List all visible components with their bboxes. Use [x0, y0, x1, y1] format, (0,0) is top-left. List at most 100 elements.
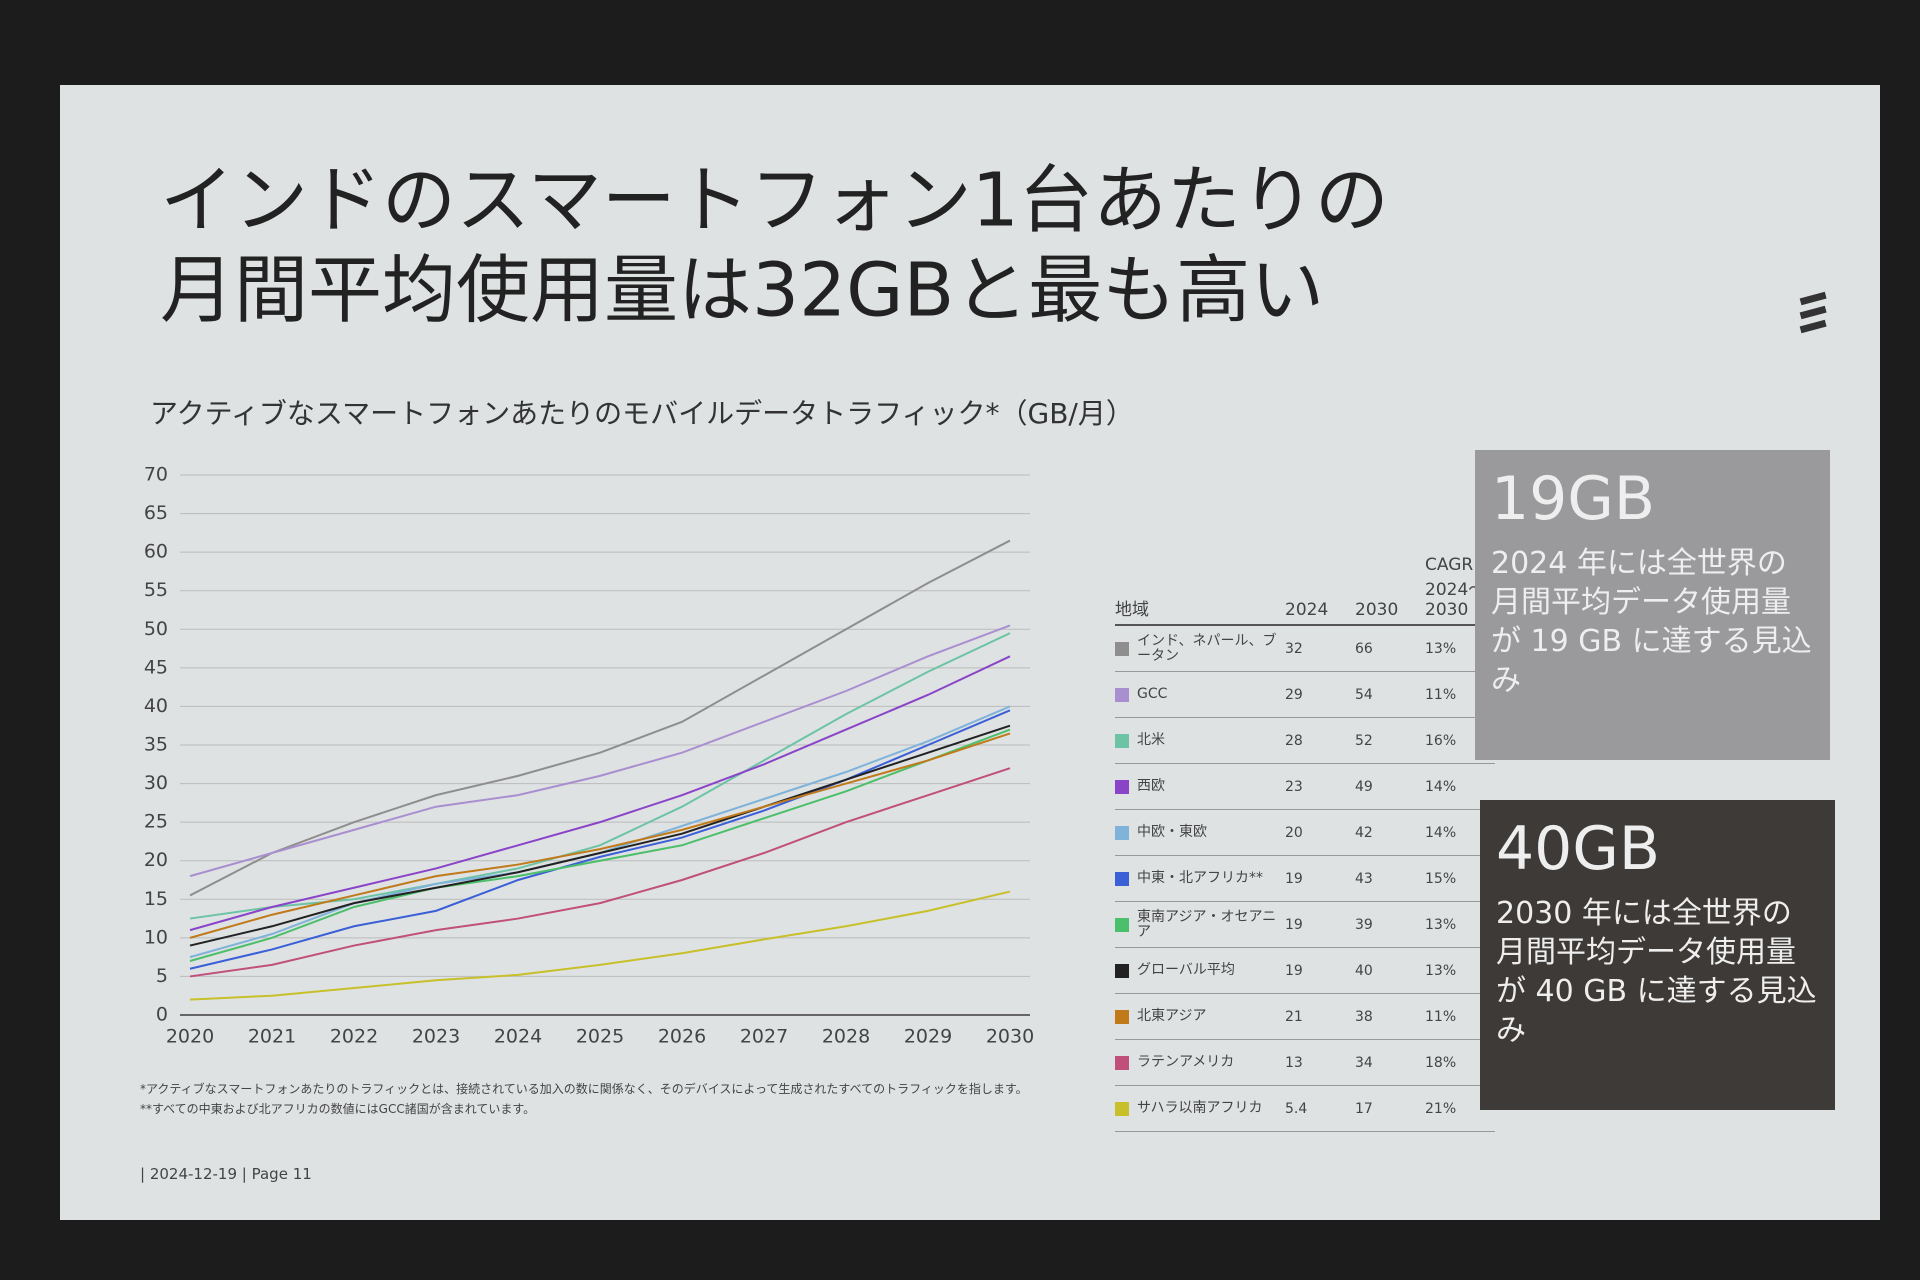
- table-cell: 20: [1285, 824, 1303, 841]
- legend-label: 北東アジア: [1137, 1008, 1207, 1025]
- x-tick-label: 2027: [740, 1026, 788, 1048]
- legend-table: 地域 2024 2030 CAGR 2024〜 2030 インド、ネパール、ブータン 32 66…: [1115, 555, 1495, 1132]
- table-row: 北米 28 52 16%: [1115, 718, 1495, 764]
- table-cell: 39: [1355, 916, 1373, 933]
- y-tick-label: 35: [144, 734, 168, 756]
- legend-swatch: [1115, 917, 1129, 932]
- x-tick-label: 2026: [658, 1026, 706, 1048]
- y-tick-label: 50: [144, 618, 168, 640]
- date: 2024-12-19: [149, 1165, 238, 1183]
- table-cell: 19: [1285, 916, 1303, 933]
- x-tick-label: 2020: [166, 1026, 214, 1048]
- table-cell: 52: [1355, 732, 1373, 749]
- series-line: [189, 709, 1011, 970]
- table-row: サハラ以南アフリカ 5.4 17 21%: [1115, 1086, 1495, 1132]
- legend-entry: 西欧: [1115, 779, 1285, 794]
- y-tick-label: 40: [144, 695, 168, 717]
- y-tick-label: 5: [156, 965, 168, 987]
- table-row: ラテンアメリカ 13 34 18%: [1115, 1040, 1495, 1086]
- legend-label: インド、ネパール、ブータン: [1137, 632, 1277, 664]
- legend-swatch: [1115, 1009, 1129, 1024]
- x-tick-label: 2021: [248, 1026, 296, 1048]
- series-line: [189, 890, 1011, 1001]
- y-tick-label: 25: [144, 811, 168, 833]
- x-tick-label: 2030: [986, 1026, 1034, 1048]
- chart-title: アクティブなスマートフォンあたりのモバイルデータトラフィック*（GB/月）: [150, 397, 1134, 430]
- legend-entry: 東南アジア・オセアニア: [1115, 908, 1285, 940]
- table-cell: 14%: [1425, 824, 1457, 841]
- footnote: **すべての中東および北アフリカの数値にはGCC諸国が含まれています。: [140, 1102, 536, 1116]
- header-cell: 2030: [1355, 600, 1399, 620]
- callout: 19GB 2024 年には全世界の月間平均データ使用量が 19 GB に達する見…: [1475, 450, 1830, 760]
- legend-swatch: [1115, 871, 1129, 886]
- legend-entry: サハラ以南アフリカ: [1115, 1101, 1285, 1116]
- table-cell: 13%: [1425, 962, 1457, 979]
- table-cell: 13%: [1425, 640, 1457, 657]
- legend-label: グローバル平均: [1137, 962, 1235, 979]
- x-tick-label: 2025: [576, 1026, 624, 1048]
- table-cell: 17: [1355, 1100, 1373, 1117]
- legend-entry: 北東アジア: [1115, 1009, 1285, 1024]
- table-header: 地域 2024 2030 CAGR 2024〜 2030: [1115, 555, 1495, 626]
- slide-title: インドのスマートフォン1台あたりの: [160, 158, 1389, 244]
- legend-entry: グローバル平均: [1115, 963, 1285, 978]
- legend-label: 東南アジア・オセアニア: [1137, 908, 1277, 940]
- table-cell: 29: [1285, 686, 1303, 703]
- table-cell: 13%: [1425, 916, 1457, 933]
- table-cell: 16%: [1425, 732, 1457, 749]
- series-line: [189, 539, 1011, 897]
- series-line: [189, 728, 1011, 962]
- legend-label: 中欧・東欧: [1137, 824, 1207, 841]
- legend-entry: インド、ネパール、ブータン: [1115, 632, 1285, 664]
- x-tick-label: 2022: [330, 1026, 378, 1048]
- legend-entry: ラテンアメリカ: [1115, 1055, 1285, 1070]
- table-cell: 38: [1355, 1008, 1373, 1025]
- table-row: GCC 29 54 11%: [1115, 672, 1495, 718]
- legend-entry: GCC: [1115, 687, 1285, 702]
- series-line: [189, 732, 1011, 939]
- x-tick-label: 2029: [904, 1026, 952, 1048]
- y-tick-label: 10: [144, 926, 168, 948]
- table-cell: 21%: [1425, 1100, 1457, 1117]
- y-tick-label: 65: [144, 502, 168, 524]
- table-row: 西欧 23 49 14%: [1115, 764, 1495, 810]
- chart: インドのスマートフォン1台あたりの 月間平均使用量は32GBと最も高い アクティ…: [144, 158, 1827, 1048]
- legend-swatch: [1115, 1055, 1129, 1070]
- legend-label: ラテンアメリカ: [1137, 1054, 1235, 1071]
- legend-label: 中東・北アフリカ**: [1137, 870, 1263, 887]
- header-line: CAGR: [1425, 555, 1474, 575]
- table-row: グローバル平均 19 40 13%: [1115, 948, 1495, 994]
- footer: | 2024-12-19 | Page 11: [140, 1165, 312, 1183]
- table-cell: 11%: [1425, 1008, 1457, 1025]
- legend-label: 西欧: [1137, 778, 1165, 795]
- slide-title: 月間平均使用量は32GBと最も高い: [160, 248, 1324, 334]
- table-row: 東南アジア・オセアニア 19 39 13%: [1115, 902, 1495, 948]
- x-tick-label: 2023: [412, 1026, 460, 1048]
- header-line: 2030: [1425, 600, 1469, 620]
- series-line: [189, 767, 1011, 978]
- legend-label: サハラ以南アフリカ: [1137, 1100, 1263, 1117]
- y-tick-label: 30: [144, 772, 168, 794]
- callout-headline: 40GB: [1496, 814, 1661, 884]
- legend-swatch: [1115, 825, 1129, 840]
- table-cell: 66: [1355, 640, 1373, 657]
- legend-label: GCC: [1137, 686, 1168, 703]
- header-cell: 地域: [1115, 600, 1149, 621]
- footnote: *アクティブなスマートフォンあたりのトラフィックとは、接続されている加入の数に関…: [140, 1082, 1028, 1096]
- legend-swatch: [1115, 963, 1129, 978]
- legend-entry: 北米: [1115, 733, 1285, 748]
- legend-swatch: [1115, 641, 1129, 656]
- legend-swatch: [1115, 733, 1129, 748]
- table-row: 北東アジア 21 38 11%: [1115, 994, 1495, 1040]
- table-cell: 13: [1285, 1054, 1303, 1071]
- table-cell: 54: [1355, 686, 1373, 703]
- logo: [1799, 291, 1827, 334]
- table-cell: 32: [1285, 640, 1303, 657]
- page-number: Page 11: [251, 1165, 312, 1183]
- callout-headline: 19GB: [1491, 464, 1656, 534]
- table-cell: 40: [1355, 962, 1373, 979]
- table-cell: 34: [1355, 1054, 1373, 1071]
- legend-swatch: [1115, 687, 1129, 702]
- header-line: 2024〜: [1425, 580, 1486, 600]
- table-cell: 5.4: [1285, 1100, 1308, 1117]
